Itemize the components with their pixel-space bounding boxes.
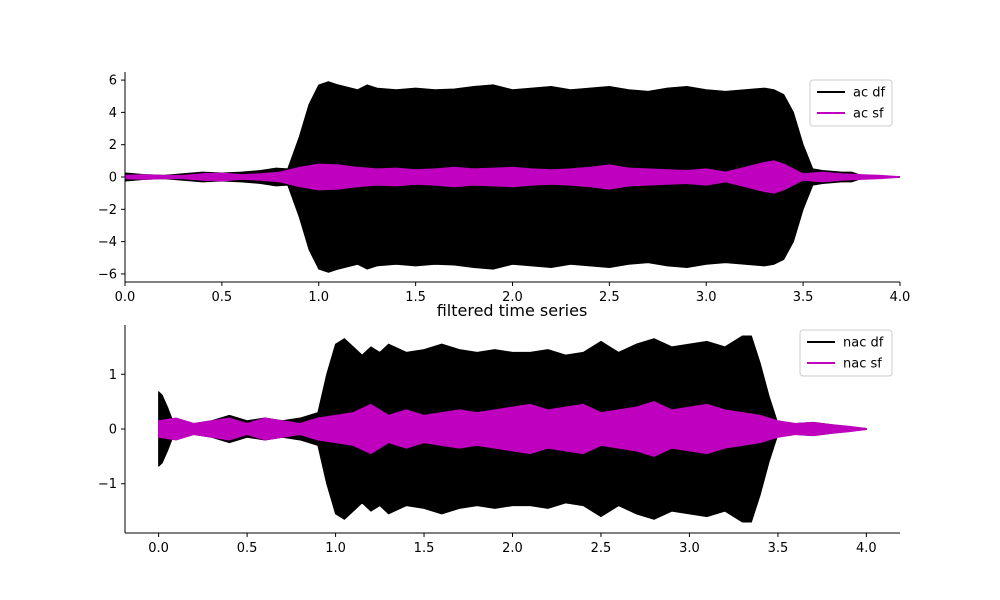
y-tick-label: 4 <box>109 106 117 121</box>
y-tick-label: −6 <box>98 267 117 282</box>
legend: ac df ac sf <box>809 79 893 127</box>
x-tick-label: 1.0 <box>308 290 329 305</box>
x-tick-label: 4.0 <box>856 541 877 556</box>
x-tick-label: 0.0 <box>115 290 136 305</box>
plot-area <box>125 81 900 273</box>
y-tick-label: −1 <box>98 477 117 492</box>
x-tick-label: 0.5 <box>212 290 233 305</box>
x-tick-label: 0.0 <box>148 541 169 556</box>
legend-entry-label: nac df <box>843 336 884 351</box>
y-tick-label: 0 <box>109 423 117 438</box>
x-tick-label: 2.0 <box>502 290 523 305</box>
y-tick-label: 1 <box>109 368 117 383</box>
x-tick-label: 2.0 <box>502 541 523 556</box>
x-tick-label: 0.5 <box>237 541 258 556</box>
legend-entry-label: ac df <box>853 86 885 101</box>
legend: nac df nac sf <box>799 329 893 377</box>
series-ac-sf-band <box>125 160 900 194</box>
x-tick-label: 3.0 <box>679 541 700 556</box>
x-tick-label: 3.5 <box>793 290 814 305</box>
y-tick-label: −2 <box>98 203 117 218</box>
y-tick-label: −4 <box>98 235 117 250</box>
series-nac-sf-band <box>158 401 867 457</box>
y-tick-label: 2 <box>109 138 117 153</box>
legend-entry-label: nac sf <box>843 357 882 372</box>
x-tick-label: 1.0 <box>325 541 346 556</box>
x-tick-label: 3.5 <box>768 541 789 556</box>
y-tick-label: 6 <box>109 74 117 89</box>
x-tick-label: 1.5 <box>414 541 435 556</box>
x-tick-label: 3.0 <box>696 290 717 305</box>
x-tick-label: 2.5 <box>591 541 612 556</box>
x-tick-label: 1.5 <box>405 290 426 305</box>
x-tick-label: 2.5 <box>599 290 620 305</box>
figure-title: filtered time series <box>437 301 588 320</box>
top-axes: 0.0 0.5 1.0 1.5 2.0 2.5 3.0 3.5 4.0 −6 −4 −2 0 2 4 6 ac … <box>98 72 911 305</box>
y-tick-label: 0 <box>109 171 117 186</box>
plot-area <box>158 335 867 523</box>
legend-entry-label: ac sf <box>853 107 884 122</box>
x-tick-label: 4.0 <box>890 290 911 305</box>
